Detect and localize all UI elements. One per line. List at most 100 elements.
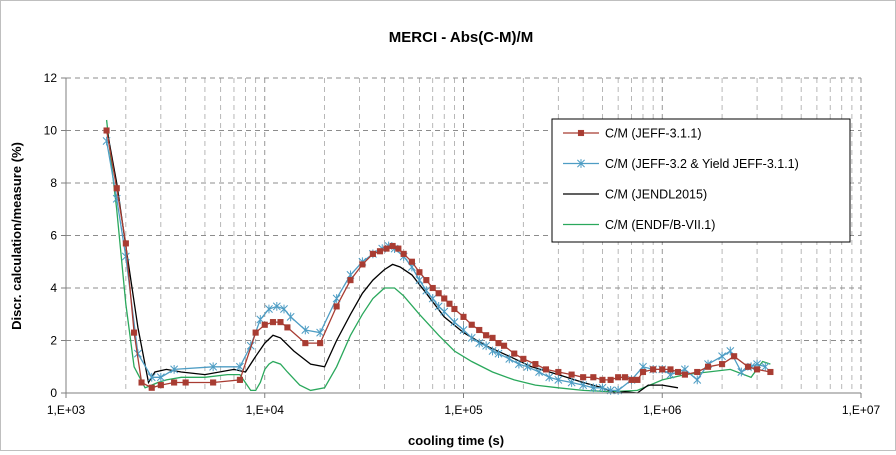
data-point bbox=[408, 258, 415, 265]
data-point bbox=[628, 376, 635, 383]
legend-items: C/M (JEFF-3.1.1) C/M (JEFF-3.2 & Yield JE… bbox=[563, 127, 799, 232]
data-point bbox=[446, 300, 453, 307]
data-point bbox=[501, 342, 508, 349]
data-point bbox=[659, 366, 666, 373]
data-point bbox=[555, 368, 562, 376]
data-point bbox=[422, 286, 431, 296]
data-point bbox=[252, 329, 259, 336]
data-point bbox=[590, 374, 597, 381]
series-layer bbox=[102, 119, 774, 395]
data-point bbox=[523, 362, 532, 372]
data-point bbox=[622, 374, 629, 381]
data-point bbox=[705, 363, 712, 370]
data-point bbox=[435, 290, 442, 297]
legend-box bbox=[551, 118, 851, 243]
data-point bbox=[468, 321, 475, 328]
data-point bbox=[121, 252, 130, 261]
legend-label: C/M (JEFF-3.2 & Yield JEFF-3.1.1) bbox=[605, 157, 799, 171]
x-tick-label: 1,E+04 bbox=[246, 403, 285, 417]
data-point bbox=[674, 368, 682, 376]
data-point bbox=[376, 248, 384, 255]
axis-layer: 0 2 4 6 8 10 12 1,E+03 1,E+04 1,E+05 1,E+06 1,E+07 bbox=[44, 71, 881, 417]
data-point bbox=[451, 305, 458, 313]
legend-item: C/M (JEFF-3.2 & Yield JEFF-3.1.1) bbox=[563, 157, 799, 171]
y-tick-label: 12 bbox=[44, 71, 58, 85]
data-point bbox=[209, 362, 218, 372]
data-point bbox=[554, 375, 563, 385]
data-point bbox=[210, 379, 217, 386]
data-point bbox=[719, 361, 726, 368]
data-point bbox=[667, 366, 674, 373]
data-point bbox=[495, 340, 502, 347]
data-point bbox=[147, 372, 156, 382]
data-point bbox=[567, 378, 576, 387]
data-point bbox=[639, 368, 647, 376]
data-point bbox=[476, 326, 483, 334]
data-point bbox=[429, 284, 436, 292]
data-point bbox=[383, 245, 390, 252]
data-point bbox=[650, 366, 657, 373]
data-point bbox=[460, 313, 467, 320]
data-point bbox=[488, 346, 497, 356]
data-point bbox=[333, 303, 340, 310]
data-point bbox=[235, 362, 244, 372]
data-point bbox=[317, 340, 324, 347]
data-point bbox=[693, 375, 702, 385]
data-point bbox=[277, 319, 284, 326]
data-point bbox=[542, 366, 550, 373]
x-axis-title: cooling time (s) bbox=[408, 433, 504, 448]
data-point bbox=[579, 380, 588, 390]
y-tick-label: 4 bbox=[50, 281, 57, 295]
data-point bbox=[284, 324, 291, 331]
data-point bbox=[494, 349, 503, 359]
data-point bbox=[607, 376, 614, 383]
data-point bbox=[170, 364, 179, 374]
data-point bbox=[440, 307, 449, 317]
data-point bbox=[347, 277, 354, 284]
legend-item: C/M (JEFF-3.1.1) bbox=[563, 127, 702, 141]
data-point bbox=[634, 376, 641, 383]
data-point bbox=[737, 367, 746, 377]
data-point bbox=[389, 242, 396, 250]
x-tick-label: 1,E+05 bbox=[444, 403, 483, 417]
data-point bbox=[545, 372, 554, 382]
y-axis-title: Discr. calculation/measure (%) bbox=[9, 142, 24, 330]
data-point bbox=[489, 334, 496, 341]
data-point bbox=[138, 379, 145, 386]
data-point bbox=[148, 384, 155, 391]
data-point bbox=[731, 353, 738, 360]
legend-item: C/M (ENDF/B-VII.1) bbox=[563, 218, 715, 232]
series-0 bbox=[103, 127, 774, 391]
data-point bbox=[535, 367, 544, 377]
data-point bbox=[395, 245, 402, 252]
data-point bbox=[157, 382, 164, 389]
data-point bbox=[286, 312, 295, 322]
legend-item: C/M (JENDL2015) bbox=[563, 188, 707, 202]
data-point bbox=[113, 185, 120, 192]
data-point bbox=[681, 371, 688, 378]
data-point bbox=[483, 332, 490, 339]
y-tick-label: 6 bbox=[50, 229, 57, 243]
data-point bbox=[269, 319, 277, 326]
data-point bbox=[580, 374, 587, 381]
data-point bbox=[416, 269, 423, 276]
data-point bbox=[236, 376, 243, 383]
data-point bbox=[475, 338, 484, 348]
data-point bbox=[103, 127, 110, 134]
data-point bbox=[301, 325, 310, 335]
data-point bbox=[171, 379, 178, 386]
grid-layer bbox=[66, 77, 862, 393]
data-point bbox=[423, 277, 430, 284]
data-point bbox=[359, 261, 366, 268]
data-point bbox=[272, 301, 281, 311]
data-point bbox=[467, 333, 476, 343]
data-point bbox=[520, 355, 527, 362]
data-point bbox=[441, 295, 448, 302]
data-point bbox=[302, 340, 309, 347]
data-point bbox=[754, 366, 761, 373]
data-point bbox=[316, 328, 325, 338]
y-tick-label: 10 bbox=[44, 124, 58, 138]
data-point bbox=[450, 317, 459, 327]
